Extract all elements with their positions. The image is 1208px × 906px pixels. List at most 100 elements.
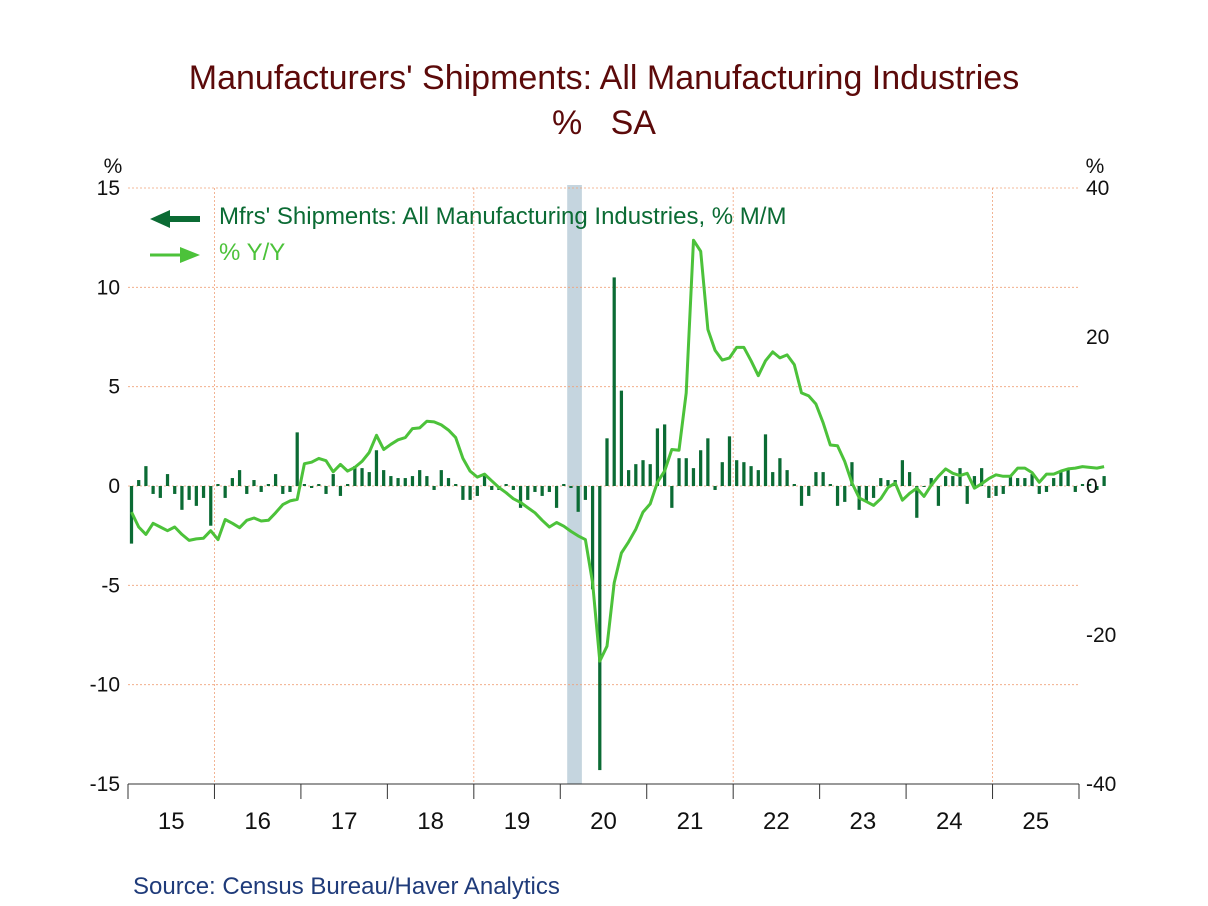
mm-bar (943, 476, 948, 486)
mm-bar (864, 486, 868, 502)
mm-bar (245, 486, 249, 494)
mm-bar (706, 438, 710, 486)
legend-yy-arrow (150, 247, 200, 263)
mm-bar (792, 484, 796, 486)
mm-bar (216, 484, 220, 486)
mm-bar (835, 486, 840, 506)
mm-bar (461, 486, 465, 500)
mm-bar (432, 486, 436, 490)
mm-bar (569, 486, 573, 488)
mm-bar (338, 486, 343, 496)
mm-bar (828, 484, 832, 486)
legend: Mfrs' Shipments: All Manufacturing Indus… (150, 203, 786, 266)
mm-bar (1030, 474, 1034, 486)
mm-bar (533, 486, 537, 492)
mm-bar (590, 486, 595, 590)
right-y-tick-label: 40 (1086, 177, 1109, 200)
mm-bar (1052, 478, 1056, 486)
mm-bar (201, 486, 206, 498)
mm-bar (756, 470, 760, 486)
mm-bar (951, 476, 955, 486)
gridlines (128, 187, 1079, 785)
mm-bar (302, 484, 307, 486)
mm-bar (843, 486, 847, 502)
mm-bar (554, 486, 559, 508)
mm-bar (1044, 486, 1049, 492)
mm-bar (526, 486, 530, 500)
mm-bar (605, 438, 609, 486)
mm-bar (173, 486, 177, 494)
mm-bar (309, 486, 314, 488)
left-y-tick-label: -5 (101, 574, 120, 597)
mm-bar (727, 436, 732, 486)
mm-bar (1088, 484, 1092, 486)
axes (127, 783, 1080, 799)
mm-bar (490, 486, 494, 490)
mm-bar (1023, 478, 1027, 486)
mm-bar (360, 468, 364, 486)
mm-bar (641, 460, 645, 486)
mm-bar (1095, 486, 1099, 490)
mm-bar (382, 470, 386, 486)
mm-bar (1001, 486, 1005, 494)
left-y-tick-label: 0 (108, 475, 120, 498)
mm-bar (317, 484, 321, 486)
mm-bar (799, 486, 804, 506)
mm-bar (223, 486, 227, 498)
mm-bar (1037, 486, 1041, 494)
x-tick-label: 21 (677, 808, 704, 835)
mm-bar (237, 470, 242, 486)
chart-subtitle: % SA (552, 104, 656, 142)
mm-bar (929, 478, 933, 486)
mm-bar (410, 476, 415, 486)
x-tick-label: 17 (331, 808, 358, 835)
mm-bar (1008, 476, 1013, 486)
mm-bar (396, 478, 400, 486)
mm-bar (562, 484, 566, 486)
right-axis-unit: % (1086, 155, 1105, 178)
mm-bar (763, 434, 768, 486)
mm-bar (158, 486, 162, 498)
mm-bar (367, 472, 371, 486)
mm-bar (691, 468, 696, 486)
legend-mm-arrow (150, 210, 200, 228)
legend-yy-arrow-head (180, 247, 200, 263)
mm-bar (446, 478, 451, 486)
mm-bar (699, 450, 703, 486)
mm-bar (1016, 478, 1020, 486)
mm-bar (346, 484, 350, 486)
mm-bar (511, 486, 515, 490)
mm-bar (1073, 486, 1077, 492)
x-tick-label: 19 (504, 808, 531, 835)
mm-bar (900, 460, 905, 486)
mm-bar (165, 474, 170, 486)
mm-bar (749, 466, 753, 486)
mm-bar (1080, 484, 1085, 486)
mm-bar (663, 424, 667, 486)
mm-bar (418, 470, 422, 486)
mm-bar (209, 486, 213, 526)
chart-title: Manufacturers' Shipments: All Manufactur… (189, 59, 1019, 97)
mm-bar (634, 464, 638, 486)
mm-bar (619, 390, 624, 486)
mm-bar (288, 486, 292, 492)
x-tick-label: 16 (244, 808, 271, 835)
legend-mm-label: Mfrs' Shipments: All Manufacturing Indus… (219, 203, 786, 230)
mm-bar (151, 486, 155, 494)
mm-bar (915, 486, 919, 518)
right-y-tick-label: -20 (1086, 624, 1116, 647)
mm-bar (180, 486, 184, 510)
mm-bar (598, 486, 602, 771)
mm-bar (259, 486, 263, 492)
mm-bar (670, 486, 674, 508)
x-tick-label: 24 (936, 808, 963, 835)
mm-bar (987, 486, 991, 498)
right-y-tick-label: 20 (1086, 326, 1109, 349)
mm-bar (713, 486, 717, 490)
mm-bar (922, 486, 926, 487)
mm-bar (273, 474, 278, 486)
mm-bar (677, 458, 681, 486)
mm-bar (144, 466, 148, 486)
right-y-tick-label: -40 (1086, 773, 1116, 796)
